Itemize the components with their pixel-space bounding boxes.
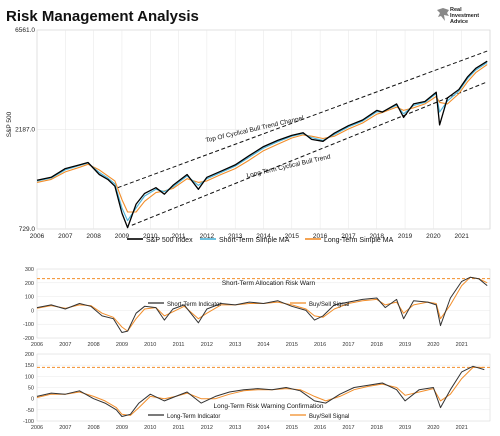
y-tick-label: 200: [25, 281, 34, 287]
x-tick-label: 2021: [456, 425, 468, 431]
x-tick-label: 2014: [257, 342, 269, 348]
x-tick-label: 2020: [427, 425, 439, 431]
x-tick-label: 2013: [229, 425, 241, 431]
series-line-long-term-indicator: [36, 365, 485, 417]
y-tick-label: 729.0: [19, 226, 36, 233]
x-tick-label: 2015: [286, 425, 298, 431]
x-tick-label: 2018: [371, 342, 383, 348]
x-tick-label: 2006: [31, 425, 43, 431]
legend-label: Long-Term Indicator: [167, 414, 220, 420]
legend-label: Short-Term Simple MA: [219, 237, 290, 244]
brand-logo: Real Investment Advice: [436, 7, 498, 41]
x-tick-label: 2019: [398, 233, 413, 240]
logo-text-line3: Advice: [450, 19, 469, 25]
x-tick-label: 2020: [426, 233, 441, 240]
x-tick-label: 2009: [116, 425, 128, 431]
y-tick-label: 200: [25, 352, 34, 358]
x-tick-label: 2019: [399, 342, 411, 348]
series-line-buy-sell-signal: [36, 366, 485, 416]
x-tick-label: 2008: [88, 342, 100, 348]
y-tick-label: 100: [25, 374, 34, 380]
series-line-long-term-simple-ma: [36, 64, 488, 213]
y-tick-label: 0: [31, 397, 34, 403]
x-tick-label: 2017: [342, 342, 354, 348]
legend-label: Long-Term Simple MA: [324, 237, 394, 244]
x-tick-label: 2016: [314, 342, 326, 348]
y-tick-label: -100: [23, 322, 34, 328]
x-tick-label: 2015: [286, 342, 298, 348]
x-tick-label: 2008: [88, 425, 100, 431]
y-tick-label: 2187.0: [15, 127, 35, 134]
page-title: Risk Management Analysis: [6, 8, 199, 25]
x-tick-label: 2006: [30, 233, 45, 240]
panel-annotation: Short-Term Allocation Risk Warn: [222, 280, 316, 287]
x-tick-label: 2007: [58, 233, 73, 240]
x-tick-label: 2017: [342, 425, 354, 431]
x-tick-label: 2010: [143, 233, 158, 240]
x-tick-label: 2013: [229, 342, 241, 348]
legend-label: Buy/Sell Signal: [309, 414, 349, 420]
y-tick-label: 300: [25, 267, 34, 273]
x-tick-label: 2015: [285, 233, 300, 240]
x-tick-label: 2021: [454, 233, 469, 240]
x-tick-label: 2019: [399, 425, 411, 431]
x-tick-label: 2009: [115, 233, 130, 240]
legend-label: Buy/Sell Signal: [309, 302, 349, 308]
x-tick-label: 2010: [144, 425, 156, 431]
x-tick-label: 2017: [341, 233, 356, 240]
y-axis-label: S&P 500: [6, 111, 13, 137]
series-line-s-p-500-index: [36, 60, 488, 229]
y-tick-label: -200: [23, 336, 34, 342]
x-tick-label: 2018: [370, 233, 385, 240]
y-tick-label: 0: [31, 308, 34, 314]
lower-channel-line: [131, 81, 488, 226]
series-line-short-term-simple-ma: [36, 62, 488, 222]
y-tick-label: 100: [25, 295, 34, 301]
logo-text-line2: Investment: [450, 13, 480, 19]
legend-label: Short-Term Indicator: [167, 302, 221, 308]
x-tick-label: 2014: [256, 233, 271, 240]
legend-label: S&P 500 Index: [146, 237, 193, 244]
x-tick-label: 2018: [371, 425, 383, 431]
y-tick-label: 50: [28, 386, 34, 392]
x-tick-label: 2007: [59, 425, 71, 431]
x-tick-label: 2011: [173, 342, 185, 348]
panel-annotation: Long-Term Risk Warning Confirmation: [214, 403, 324, 410]
series-line-short-term-indicator: [36, 276, 488, 333]
y-tick-label: -100: [23, 419, 34, 425]
x-tick-label: 2012: [201, 342, 213, 348]
logo-text-line1: Real: [450, 7, 462, 13]
x-tick-label: 2009: [116, 342, 128, 348]
y-tick-label: 150: [25, 363, 34, 369]
x-tick-label: 2016: [314, 425, 326, 431]
sp500-price-chart: 2006 2007 2008 2009 2010 2011 2012 2013 2014 2015…: [6, 27, 491, 244]
x-tick-label: 2013: [228, 233, 243, 240]
x-tick-label: 2011: [172, 233, 186, 240]
x-tick-label: 2020: [427, 342, 439, 348]
x-tick-label: 2012: [201, 425, 213, 431]
y-tick-label: 6561.0: [15, 27, 35, 34]
upper-channel-line: [117, 50, 488, 189]
x-tick-label: 2010: [144, 342, 156, 348]
x-tick-label: 2014: [257, 425, 269, 431]
x-tick-label: 2021: [456, 342, 468, 348]
x-tick-label: 2012: [200, 233, 215, 240]
x-tick-label: 2007: [59, 342, 71, 348]
y-tick-label: -50: [26, 408, 34, 414]
x-tick-label: 2016: [313, 233, 328, 240]
eagle-icon: [437, 8, 449, 21]
x-tick-label: 2006: [31, 342, 43, 348]
x-tick-label: 2011: [173, 425, 185, 431]
x-tick-label: 2008: [86, 233, 101, 240]
